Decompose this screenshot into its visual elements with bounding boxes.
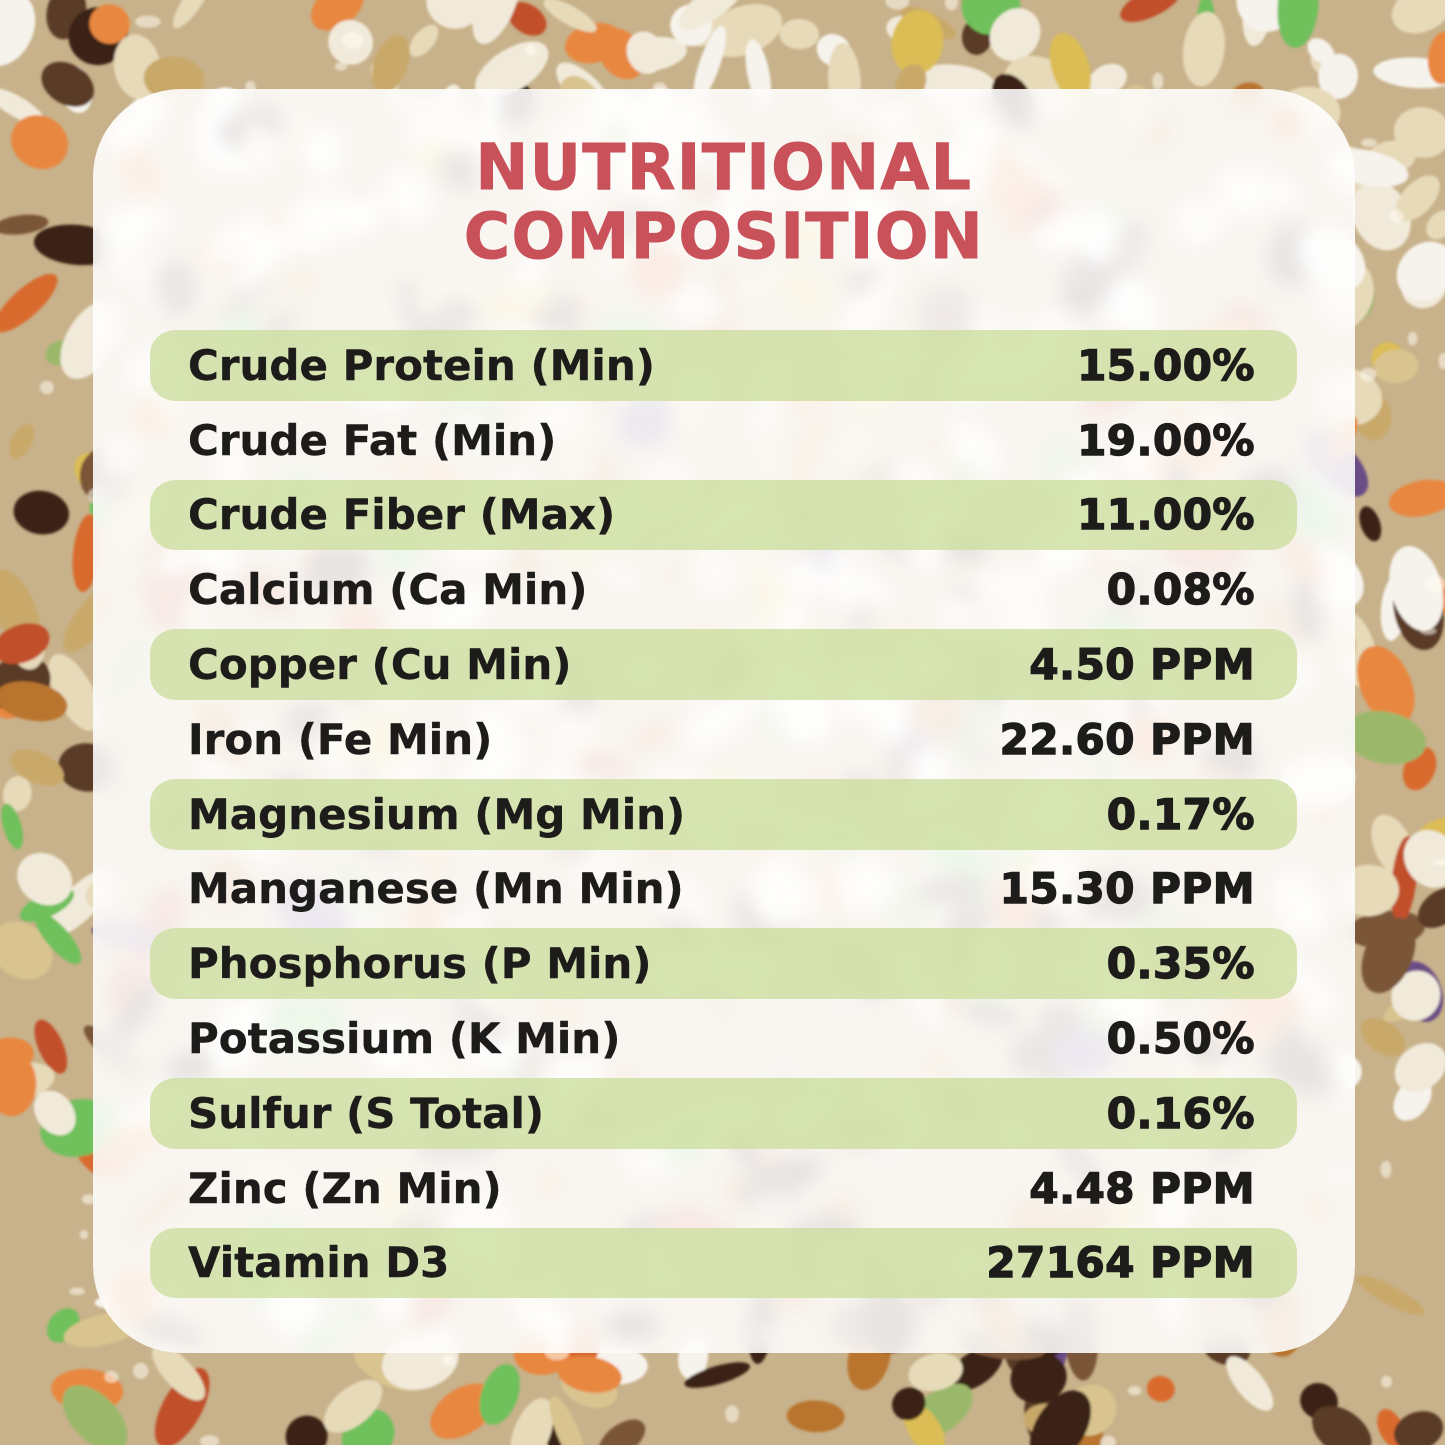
nutrient-label: Crude Fat (Min)	[188, 415, 557, 465]
panel-title: NUTRITIONAL COMPOSITION	[93, 89, 1355, 273]
nutrient-label: Sulfur (S Total)	[188, 1088, 545, 1138]
nutrient-label: Magnesium (Mg Min)	[188, 789, 686, 839]
table-row: Calcium (Ca Min) 0.08%	[150, 552, 1297, 627]
nutrient-value: 27164 PPM	[986, 1238, 1256, 1288]
nutrient-label: Crude Fiber (Max)	[188, 490, 616, 540]
table-row: Crude Protein (Min) 15.00%	[150, 328, 1297, 403]
nutrient-label: Calcium (Ca Min)	[188, 565, 588, 615]
nutrient-value: 22.60 PPM	[999, 714, 1255, 764]
nutrient-value: 0.35%	[1106, 939, 1255, 989]
nutrition-panel: NUTRITIONAL COMPOSITION Crude Protein (M…	[93, 89, 1355, 1353]
table-row: Crude Fat (Min) 19.00%	[150, 403, 1297, 478]
nutrient-value: 0.08%	[1106, 565, 1255, 615]
nutrient-value: 0.17%	[1106, 789, 1255, 839]
nutrient-value: 0.16%	[1106, 1088, 1255, 1138]
table-row: Manganese (Mn Min) 15.30 PPM	[150, 852, 1297, 927]
table-row: Vitamin D3 27164 PPM	[150, 1226, 1297, 1301]
nutrient-label: Zinc (Zn Min)	[188, 1163, 502, 1213]
nutrition-table: Crude Protein (Min) 15.00% Crude Fat (Min)…	[150, 328, 1297, 1300]
table-row: Iron (Fe Min) 22.60 PPM	[150, 702, 1297, 777]
table-row: Magnesium (Mg Min) 0.17%	[150, 777, 1297, 852]
nutrient-label: Copper (Cu Min)	[188, 640, 572, 690]
nutrient-value: 15.30 PPM	[999, 864, 1255, 914]
nutrient-label: Manganese (Mn Min)	[188, 864, 684, 914]
table-row: Copper (Cu Min) 4.50 PPM	[150, 627, 1297, 702]
table-row: Sulfur (S Total) 0.16%	[150, 1076, 1297, 1151]
table-row: Potassium (K Min) 0.50%	[150, 1001, 1297, 1076]
nutrient-value: 15.00%	[1076, 340, 1255, 390]
nutrient-value: 11.00%	[1076, 490, 1255, 540]
nutrient-label: Crude Protein (Min)	[188, 340, 655, 390]
nutrient-label: Potassium (K Min)	[188, 1014, 621, 1064]
nutrient-label: Phosphorus (P Min)	[188, 939, 652, 989]
nutrient-value: 4.48 PPM	[1029, 1163, 1256, 1213]
nutrient-value: 0.50%	[1106, 1013, 1255, 1064]
nutrient-label: Iron (Fe Min)	[188, 714, 493, 764]
table-row: Phosphorus (P Min) 0.35%	[150, 926, 1297, 1001]
panel-title-line2: COMPOSITION	[463, 200, 985, 273]
nutrient-label: Vitamin D3	[188, 1238, 450, 1288]
nutrient-value: 19.00%	[1076, 415, 1255, 465]
nutrient-value: 4.50 PPM	[1029, 639, 1256, 690]
panel-title-line1: NUTRITIONAL	[475, 131, 973, 204]
table-row: Zinc (Zn Min) 4.48 PPM	[150, 1151, 1297, 1226]
table-row: Crude Fiber (Max) 11.00%	[150, 478, 1297, 553]
